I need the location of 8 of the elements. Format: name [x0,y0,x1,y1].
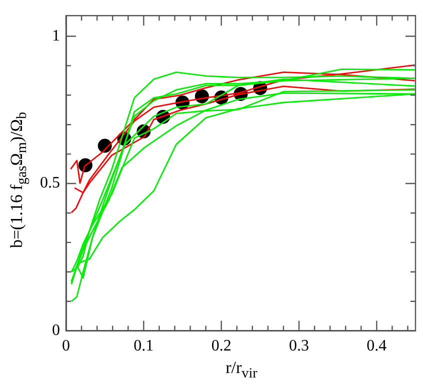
x-axis-title: r/r$_{vir}$ [224,358,258,382]
x-tick-label: 0.3 [289,338,309,355]
y-tick-label: 0.5 [40,174,60,192]
x-tick-label: 0.4 [366,338,387,355]
x-tick-label: 0.1 [134,338,154,355]
y-tick-label: 1 [52,27,60,44]
y-tick-label: 0 [52,322,60,340]
x-tick-label: 0.2 [211,338,232,355]
